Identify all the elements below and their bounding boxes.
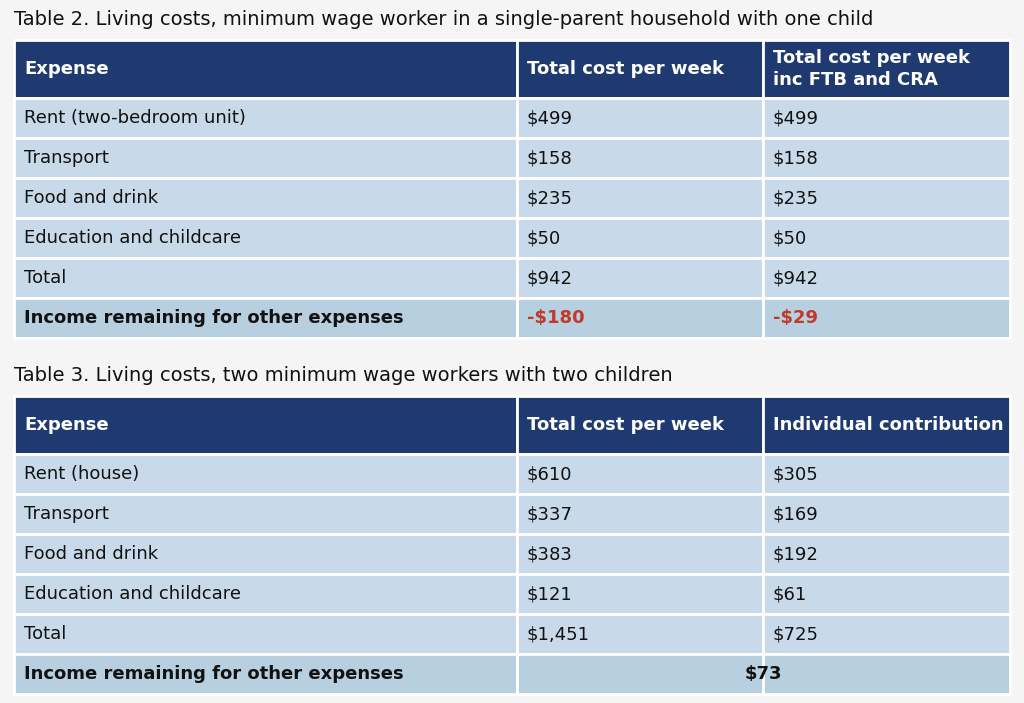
- Bar: [763, 396, 1010, 454]
- Bar: [14, 454, 517, 494]
- Bar: [763, 298, 1010, 338]
- Bar: [517, 178, 763, 218]
- Bar: [763, 258, 1010, 298]
- Text: -$180: -$180: [527, 309, 585, 327]
- Bar: [14, 534, 517, 574]
- Bar: [14, 98, 517, 138]
- Bar: [763, 654, 1010, 694]
- Bar: [763, 40, 1010, 98]
- Bar: [517, 98, 763, 138]
- Text: Table 3. Living costs, two minimum wage workers with two children: Table 3. Living costs, two minimum wage …: [14, 366, 673, 385]
- Text: $50: $50: [527, 229, 561, 247]
- Bar: [517, 396, 763, 454]
- Text: Food and drink: Food and drink: [24, 545, 158, 563]
- Bar: [517, 534, 763, 574]
- Bar: [763, 178, 1010, 218]
- Text: Total: Total: [24, 625, 67, 643]
- Bar: [517, 494, 763, 534]
- Bar: [14, 40, 517, 98]
- Text: $235: $235: [527, 189, 573, 207]
- Text: $610: $610: [527, 465, 572, 483]
- Text: $73: $73: [744, 665, 782, 683]
- Text: $942: $942: [527, 269, 573, 287]
- Text: $235: $235: [773, 189, 819, 207]
- Text: Total cost per week
inc FTB and CRA: Total cost per week inc FTB and CRA: [773, 49, 970, 89]
- Bar: [14, 654, 517, 694]
- Text: Education and childcare: Education and childcare: [24, 585, 241, 603]
- Text: Income remaining for other expenses: Income remaining for other expenses: [24, 309, 403, 327]
- Text: Rent (house): Rent (house): [24, 465, 139, 483]
- Bar: [517, 258, 763, 298]
- Bar: [14, 178, 517, 218]
- Text: Total: Total: [24, 269, 67, 287]
- Bar: [14, 218, 517, 258]
- Text: $383: $383: [527, 545, 572, 563]
- Text: Transport: Transport: [24, 149, 109, 167]
- Text: $942: $942: [773, 269, 819, 287]
- Bar: [763, 138, 1010, 178]
- Text: $305: $305: [773, 465, 819, 483]
- Text: Food and drink: Food and drink: [24, 189, 158, 207]
- Bar: [763, 494, 1010, 534]
- Bar: [14, 138, 517, 178]
- Bar: [14, 494, 517, 534]
- Text: $192: $192: [773, 545, 819, 563]
- Text: Table 2. Living costs, minimum wage worker in a single-parent household with one: Table 2. Living costs, minimum wage work…: [14, 10, 873, 29]
- Bar: [763, 218, 1010, 258]
- Text: Total cost per week: Total cost per week: [527, 416, 724, 434]
- Bar: [517, 40, 763, 98]
- Bar: [14, 574, 517, 614]
- Text: Transport: Transport: [24, 505, 109, 523]
- Bar: [517, 614, 763, 654]
- Text: $158: $158: [773, 149, 819, 167]
- Text: Individual contribution: Individual contribution: [773, 416, 1004, 434]
- Bar: [517, 298, 763, 338]
- Text: $1,451: $1,451: [527, 625, 590, 643]
- Bar: [763, 534, 1010, 574]
- Text: Education and childcare: Education and childcare: [24, 229, 241, 247]
- Text: Total cost per week: Total cost per week: [527, 60, 724, 78]
- Text: $499: $499: [527, 109, 573, 127]
- Bar: [763, 574, 1010, 614]
- Bar: [763, 98, 1010, 138]
- Text: $725: $725: [773, 625, 819, 643]
- Bar: [14, 614, 517, 654]
- Text: Expense: Expense: [24, 416, 109, 434]
- Text: -$29: -$29: [773, 309, 818, 327]
- Text: $499: $499: [773, 109, 819, 127]
- Text: $121: $121: [527, 585, 572, 603]
- Text: $61: $61: [773, 585, 807, 603]
- Bar: [517, 654, 763, 694]
- Bar: [517, 218, 763, 258]
- Bar: [14, 298, 517, 338]
- Text: Income remaining for other expenses: Income remaining for other expenses: [24, 665, 403, 683]
- Bar: [517, 138, 763, 178]
- Bar: [763, 454, 1010, 494]
- Text: $337: $337: [527, 505, 573, 523]
- Text: $158: $158: [527, 149, 572, 167]
- Text: Rent (two-bedroom unit): Rent (two-bedroom unit): [24, 109, 246, 127]
- Bar: [14, 258, 517, 298]
- Bar: [517, 574, 763, 614]
- Bar: [517, 454, 763, 494]
- Text: $169: $169: [773, 505, 819, 523]
- Bar: [14, 396, 517, 454]
- Text: Expense: Expense: [24, 60, 109, 78]
- Text: $50: $50: [773, 229, 807, 247]
- Bar: [763, 614, 1010, 654]
